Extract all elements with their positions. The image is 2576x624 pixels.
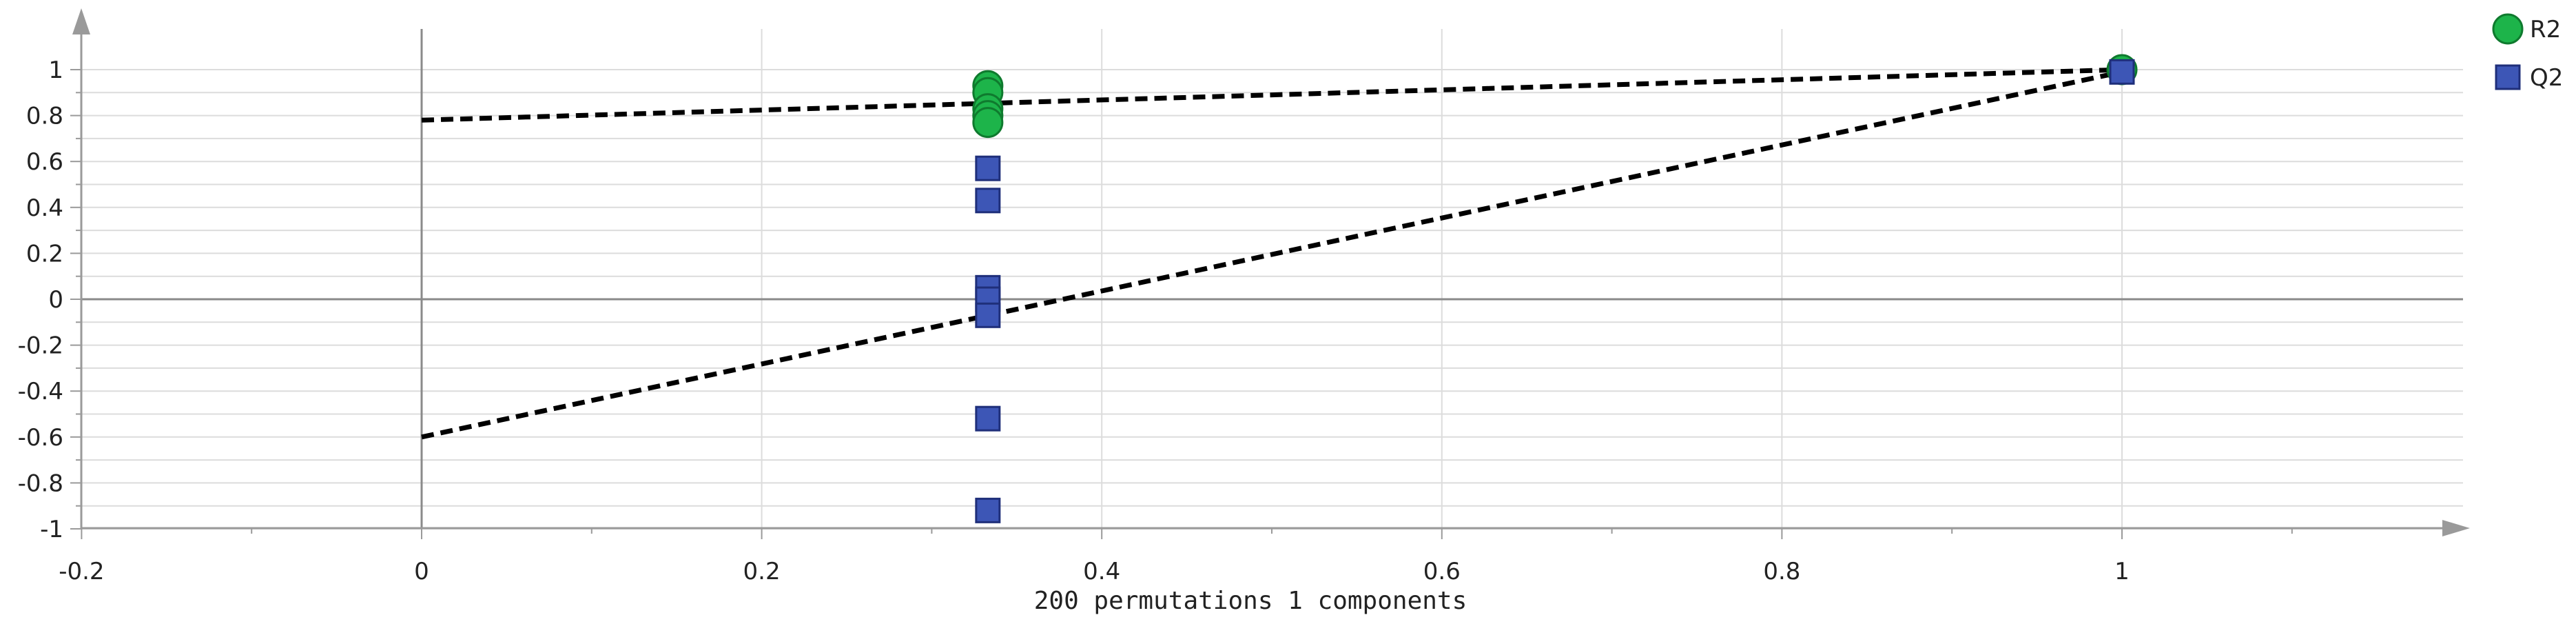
q2-point: [975, 188, 1001, 214]
y-tick-label: 0: [48, 286, 63, 314]
y-tick-label: -0.4: [18, 378, 63, 405]
legend-label-q2: Q2: [2530, 64, 2563, 92]
legend: R2 Q2: [2492, 13, 2563, 92]
x-tick-label: 0: [414, 558, 429, 585]
data-points: [972, 54, 2138, 523]
regression-line-r2: [421, 67, 2123, 123]
y-tick-label: 0.6: [26, 148, 63, 176]
q2-point: [975, 497, 1001, 523]
axes: [70, 8, 2470, 539]
y-tick-label: 1: [48, 57, 63, 84]
y-tick-label: 0.4: [26, 194, 63, 222]
y-tick-label: -0.8: [18, 470, 63, 497]
x-tick-label: -0.2: [59, 558, 104, 585]
q2-point: [975, 302, 1001, 328]
legend-label-r2: R2: [2530, 16, 2561, 43]
x-axis-title: 200 permutations 1 components: [1034, 587, 1467, 615]
x-axis-arrow: [2442, 520, 2470, 536]
q2-point: [2109, 59, 2135, 85]
x-tick-label: 0.8: [1763, 558, 1800, 585]
q2-point: [975, 155, 1001, 181]
q2-point: [975, 405, 1001, 432]
regression-lines: [421, 67, 2123, 440]
legend-r2-marker: [2492, 13, 2524, 45]
legend-q2-marker: [2495, 64, 2521, 90]
x-tick-labels: -0.2 0 0.2 0.4 0.6 0.8 1: [59, 558, 2130, 585]
grid: [81, 29, 2463, 530]
y-tick-label: 0.2: [26, 240, 63, 268]
regression-line-q2: [421, 69, 2123, 440]
x-tick-label: 0.2: [743, 558, 781, 585]
y-tick-label: -0.6: [18, 424, 63, 452]
y-tick-labels: 1 0.8 0.6 0.4 0.2 0 -0.2 -0.4 -0.6 -0.8 -1: [18, 57, 63, 543]
y-tick-label: -0.2: [18, 332, 63, 360]
y-tick-label: -1: [40, 516, 63, 543]
y-axis-arrow: [72, 8, 90, 34]
x-tick-label: 0.6: [1423, 558, 1461, 585]
r2-point: [972, 107, 1004, 139]
x-tick-label: 1: [2114, 558, 2130, 585]
y-tick-label: 0.8: [26, 103, 63, 130]
x-tick-label: 0.4: [1083, 558, 1120, 585]
